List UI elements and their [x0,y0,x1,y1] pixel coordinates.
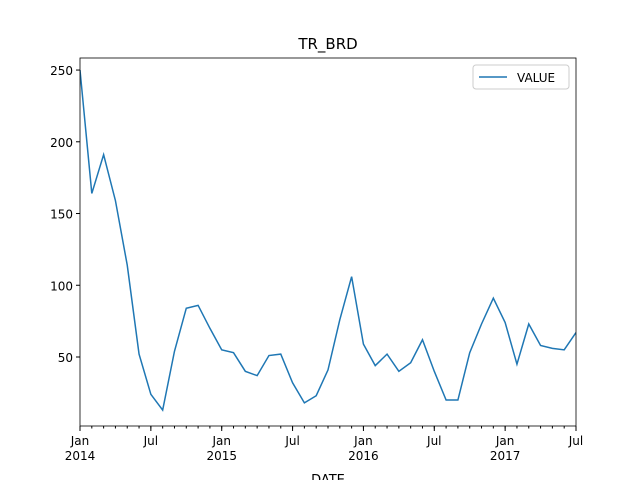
y-tick-label: 250 [50,64,73,78]
x-tick-label: Jan 2016 [348,434,379,463]
y-tick-label: 200 [50,136,73,150]
legend-box [472,64,570,90]
x-tick-label: Jul [426,434,441,448]
x-axis-label: DATE [311,473,345,480]
y-tick-label: 100 [50,279,73,293]
line [80,69,576,412]
x-tick-label: Jan 2015 [206,434,237,463]
x-tick-label: Jan 2014 [65,434,96,463]
y-tick-label: 50 [58,351,73,365]
legend-label: VALUE [517,71,555,85]
x-tick-label: Jul [568,434,583,448]
chart-title: TR_BRD [297,35,357,54]
plot-frame [79,57,577,427]
x-tick-label: Jul [143,434,158,448]
y-tick-label: 150 [50,208,73,222]
x-tick-label: Jan 2017 [490,434,521,463]
x-tick-label: Jul [284,434,299,448]
